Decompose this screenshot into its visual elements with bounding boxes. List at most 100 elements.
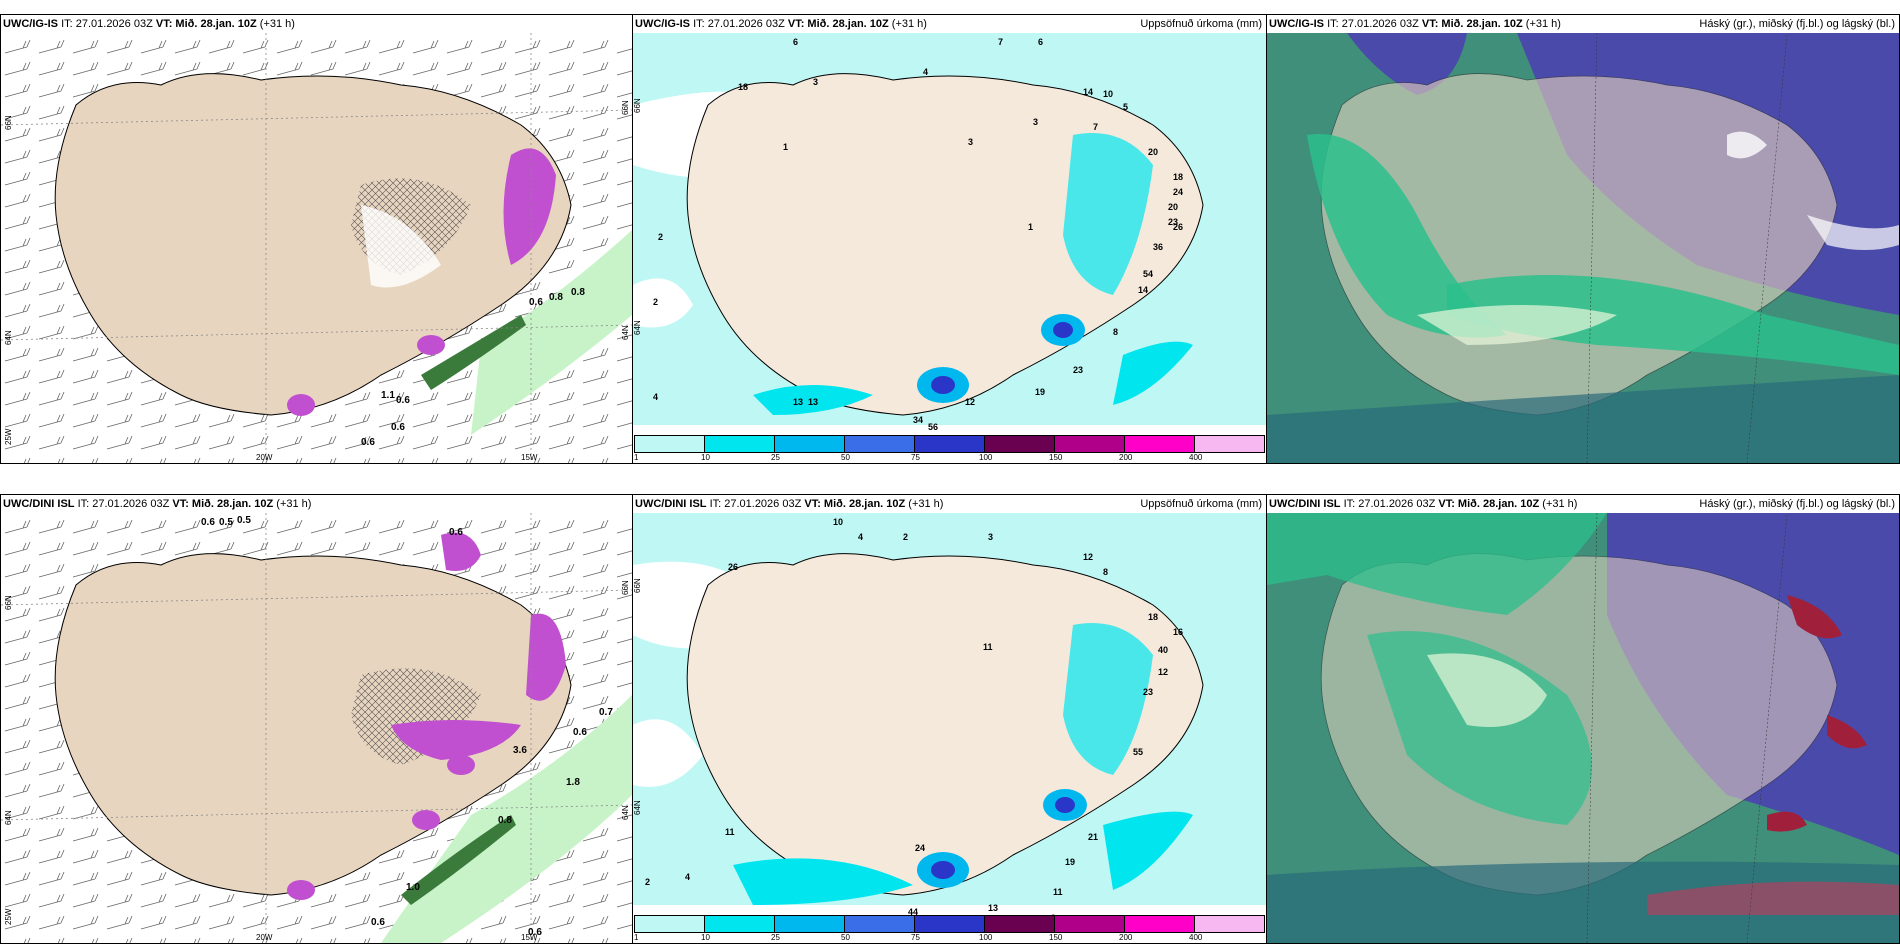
- precip-value: 10: [833, 517, 843, 527]
- wind-value: 3.6: [513, 745, 527, 756]
- lat-label: 66N: [633, 98, 642, 113]
- precip-value: 36: [1153, 242, 1163, 252]
- panel-title: UWC/DINI ISL IT: 27.01.2026 03Z VT: Mið.…: [635, 498, 944, 510]
- panel-r1-precip: UWC/IG-IS IT: 27.01.2026 03Z VT: Mið. 28…: [632, 14, 1267, 464]
- precip-value: 1: [1028, 222, 1033, 232]
- wind-value: 0.6: [391, 422, 405, 433]
- wind-map: 1.1 0.6 0.6 0.6 0.6 0.8 0.8: [1, 33, 632, 463]
- precip-colorbar: 1 10 25 50 75 100 150 200 400: [633, 911, 1266, 943]
- colorbar-tick: 75: [911, 453, 920, 462]
- lat-label: 66N: [4, 595, 13, 610]
- colorbar-tick: 10: [701, 453, 710, 462]
- colorbar-tick: 50: [841, 933, 850, 942]
- precip-value: 7: [998, 37, 1003, 47]
- precip-value: 13: [808, 397, 818, 407]
- panel-r2-precip: UWC/DINI ISL IT: 27.01.2026 03Z VT: Mið.…: [632, 494, 1267, 944]
- precip-value: 56: [928, 422, 938, 432]
- lat-label: 66N: [621, 100, 630, 115]
- precip-value: 4: [653, 392, 658, 402]
- precip-value: 6: [793, 37, 798, 47]
- wind-value: 0.7: [599, 707, 613, 718]
- panel-title: UWC/IG-IS IT: 27.01.2026 03Z VT: Mið. 28…: [3, 18, 295, 30]
- precip-value: 23: [1168, 217, 1178, 227]
- lon-label: 20W: [256, 933, 273, 942]
- wind-value: 0.8: [571, 287, 585, 298]
- colorbar-tick: 400: [1189, 933, 1203, 942]
- precip-value: 21: [1088, 832, 1098, 842]
- precip-value: 18: [738, 82, 748, 92]
- precip-value: 16: [1173, 627, 1183, 637]
- precip-value: 44: [908, 907, 918, 917]
- precip-value: 6: [1038, 37, 1043, 47]
- wind-value: 0.8: [498, 815, 512, 826]
- precip-value: 40: [1158, 645, 1168, 655]
- precip-value: 3: [968, 137, 973, 147]
- wind-value: 0.5: [237, 515, 251, 526]
- lat-label: 64N: [4, 810, 13, 825]
- colorbar-tick: 100: [979, 933, 993, 942]
- precip-value: 55: [1133, 747, 1143, 757]
- wind-value: 0.5: [219, 517, 233, 528]
- lon-label: 15W: [521, 933, 538, 942]
- panel-title: UWC/DINI ISL IT: 27.01.2026 03Z VT: Mið.…: [3, 498, 312, 510]
- lat-label: 64N: [633, 320, 642, 335]
- precip-value: 20: [1148, 147, 1158, 157]
- precip-value: 11: [725, 827, 735, 837]
- colorbar-tick: 10: [701, 933, 710, 942]
- colorbar-tick: 400: [1189, 453, 1203, 462]
- lat-label: 64N: [621, 805, 630, 820]
- colorbar-tick: 200: [1119, 453, 1133, 462]
- wind-value: 0.6: [529, 297, 543, 308]
- precip-value: 4: [858, 532, 863, 542]
- wind-value: 0.6: [449, 527, 463, 538]
- lon-label: 25W: [4, 428, 13, 445]
- precip-value: 24: [915, 843, 925, 853]
- wind-map: 0.6 0.5 0.5 0.6 0.7 0.6 0.8 1.0 0.6 0.6 …: [1, 513, 632, 943]
- precip-value: 8: [1113, 327, 1118, 337]
- precip-value: 1: [783, 142, 788, 152]
- colorbar-tick: 100: [979, 453, 993, 462]
- wind-value: 0.6: [371, 917, 385, 928]
- wind-value: 0.6: [573, 727, 587, 738]
- precip-value: 4: [923, 67, 928, 77]
- precip-value: 5: [1123, 102, 1128, 112]
- precip-value: 3: [1033, 117, 1038, 127]
- precip-value: 26: [1173, 222, 1183, 232]
- wind-value: 0.6: [361, 437, 375, 448]
- lon-label: 20W: [256, 453, 273, 462]
- lon-label: 15W: [521, 453, 538, 462]
- colorbar-tick: 200: [1119, 933, 1133, 942]
- lat-label: 64N: [4, 330, 13, 345]
- precip-value: 18: [1173, 172, 1183, 182]
- precip-value: 2: [658, 232, 663, 242]
- cloud-map: [1267, 32, 1899, 463]
- precip-value: 12: [1083, 552, 1093, 562]
- precip-value: 3: [813, 77, 818, 87]
- colorbar-tick: 50: [841, 453, 850, 462]
- precip-map: 10 4 2 3 12 26 8 11 16 40 18 12 23 55 21…: [633, 513, 1266, 923]
- precip-value: 12: [1158, 667, 1168, 677]
- panel-r1-cloud: UWC/IG-IS IT: 27.01.2026 03Z VT: Mið. 28…: [1266, 14, 1900, 464]
- panel-right-title: Háský (gr.), miðský (fj.bl.) og lágský (…: [1699, 498, 1895, 510]
- precip-value: 11: [1053, 887, 1063, 897]
- precip-value: 4: [685, 872, 690, 882]
- precip-value: 13: [793, 397, 803, 407]
- colorbar-tick: 75: [911, 933, 920, 942]
- precip-map: 6 7 6 4 3 1 18 3 23 14 10 5 1 3 7 20 8 2…: [633, 33, 1266, 432]
- precip-value: 12: [965, 397, 975, 407]
- wind-value: 1.0: [406, 882, 420, 893]
- precip-colorbar: 1 10 25 50 75 100 150 200 400: [633, 431, 1266, 463]
- precip-value: 23: [1073, 365, 1083, 375]
- cloud-map: [1267, 512, 1899, 943]
- precip-value: 23: [1143, 687, 1153, 697]
- precip-value: 54: [1143, 269, 1153, 279]
- precip-value: 2: [653, 297, 658, 307]
- colorbar-tick: 150: [1049, 453, 1063, 462]
- precip-value: 7: [1093, 122, 1098, 132]
- precip-value: 3: [988, 532, 993, 542]
- precip-value: 13: [988, 903, 998, 913]
- wind-value: 0.6: [528, 927, 542, 938]
- precip-value: 14: [1138, 285, 1148, 295]
- panel-r2-cloud: UWC/DINI ISL IT: 27.01.2026 03Z VT: Mið.…: [1266, 494, 1900, 944]
- colorbar-tick: 25: [771, 933, 780, 942]
